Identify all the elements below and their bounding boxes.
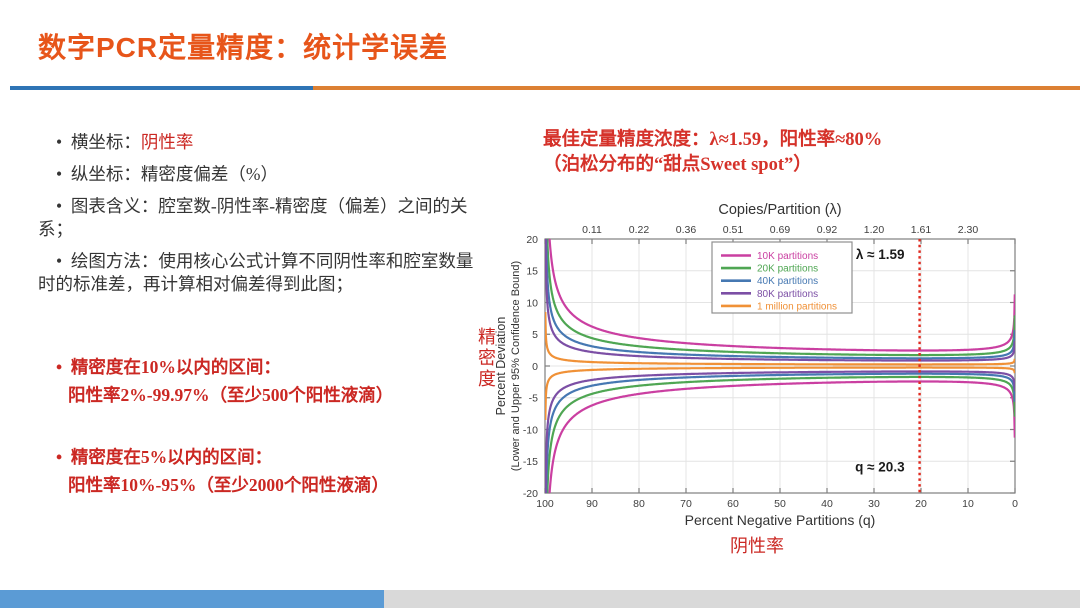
svg-text:0.92: 0.92 [817, 224, 838, 236]
svg-text:5: 5 [532, 329, 538, 341]
y-axis-title-line2: (Lower and Upper 95% Confidence Bound) [510, 261, 522, 471]
tick-labels: 100 90 80 70 60 50 40 30 20 10 020151050-5-10-15-2… [523, 224, 1018, 510]
bullet-x-axis-label: 横坐标： [70, 132, 141, 152]
svg-text:20: 20 [915, 498, 927, 510]
svg-text:-5: -5 [529, 393, 538, 405]
svg-text:0.36: 0.36 [676, 224, 697, 236]
svg-text:50: 50 [774, 498, 786, 510]
title-underline-orange [313, 86, 1080, 90]
slide-title: 数字PCR定量精度：统计学误差 [38, 32, 449, 63]
curve-lower-10000 [548, 380, 1015, 493]
svg-text:10: 10 [526, 297, 538, 309]
precision-5pct-body: 阳性率10%-95%（至少2000个阳性液滴） [68, 475, 389, 495]
legend-label-20000: 20K partitions [757, 264, 818, 275]
annotation-q: q ≈ 20.3 [855, 460, 905, 475]
x-axis-chinese-label: 阴性率 [730, 536, 784, 556]
svg-text:10: 10 [962, 498, 974, 510]
bullet-x-axis-highlight: 阴性率 [140, 132, 194, 152]
curve-series [545, 239, 1015, 493]
bullet-y-axis: 纵坐标：精密度偏差（%） [38, 163, 484, 186]
svg-text:0.69: 0.69 [770, 224, 791, 236]
legend-label-40000: 40K partitions [757, 276, 818, 287]
annotation-lambda: λ ≈ 1.59 [856, 247, 905, 262]
svg-text:-15: -15 [523, 456, 538, 468]
svg-text:80: 80 [633, 498, 645, 510]
legend-label-1000000: 1 million partitions [757, 301, 837, 312]
sweet-spot-note: 最佳定量精度浓度：λ≈1.59，阳性率≈80% （泊松分布的“甜点Sweet s… [543, 128, 1073, 178]
sweet-spot-note-line1: 最佳定量精度浓度：λ≈1.59，阳性率≈80% [543, 130, 883, 150]
precision-10pct-body: 阳性率2%-99.97%（至少500个阳性液滴） [68, 385, 394, 405]
curve-upper-20000 [546, 239, 1015, 357]
svg-text:40: 40 [821, 498, 833, 510]
footer-bar-blue [0, 590, 384, 608]
curve-lower-20000 [546, 375, 1015, 493]
curve-lower-80000 [545, 370, 1015, 493]
svg-text:0.11: 0.11 [582, 224, 602, 236]
curve-lower-1000000 [545, 366, 1015, 421]
svg-text:70: 70 [680, 498, 692, 510]
svg-text:100: 100 [536, 498, 554, 510]
bullet-chart-meaning: 图表含义：腔室数-阴性率-精密度（偏差）之间的关系； [38, 195, 484, 241]
bullet-list: 横坐标：阴性率 纵坐标：精密度偏差（%） 图表含义：腔室数-阴性率-精密度（偏差… [38, 131, 484, 305]
confidence-bound-chart: 100 90 80 70 60 50 40 30 20 10 020151050-5-10-15-2… [494, 202, 1018, 528]
legend-label-10000: 10K partitions [757, 251, 818, 262]
svg-text:-20: -20 [523, 488, 538, 500]
top-axis-title: Copies/Partition (λ) [718, 202, 841, 218]
svg-text:0.22: 0.22 [629, 224, 650, 236]
title-underline-blue [10, 86, 313, 90]
svg-text:90: 90 [586, 498, 598, 510]
bullet-plot-method: 绘图方法：使用核心公式计算不同阴性率和腔室数量时的标准差，再计算相对偏差得到此图… [38, 250, 484, 296]
curve-upper-10000 [548, 239, 1015, 352]
curve-upper-40000 [545, 239, 1015, 360]
svg-text:0.51: 0.51 [723, 224, 744, 236]
svg-text:20: 20 [526, 234, 538, 246]
svg-text:30: 30 [868, 498, 880, 510]
svg-text:0: 0 [532, 361, 538, 373]
svg-text:0: 0 [1012, 498, 1018, 510]
precision-10pct-head: 精密度在10%以内的区间： [38, 354, 462, 380]
svg-text:15: 15 [526, 266, 538, 278]
y-axis-title-line1: Percent Deviation [494, 317, 508, 416]
svg-text:2.30: 2.30 [958, 224, 979, 236]
sweet-spot-note-line2: （泊松分布的“甜点Sweet spot”） [543, 155, 812, 175]
svg-text:60: 60 [727, 498, 739, 510]
svg-text:1.61: 1.61 [911, 224, 932, 236]
precision-ranges: 精密度在10%以内的区间： 阳性率2%-99.97%（至少500个阳性液滴） 精… [38, 354, 462, 498]
legend-label-80000: 80K partitions [757, 289, 818, 300]
x-axis-title: Percent Negative Partitions (q) [685, 512, 876, 528]
svg-text:1.20: 1.20 [864, 224, 885, 236]
footer-bar-gray [384, 590, 1080, 608]
precision-5pct-head: 精密度在5%以内的区间： [38, 444, 462, 470]
y-axis-chinese-label: 精密度 [476, 327, 496, 390]
curve-upper-80000 [545, 239, 1015, 362]
curve-upper-1000000 [545, 311, 1015, 366]
bullet-x-axis: 横坐标：阴性率 [38, 131, 484, 154]
svg-text:-10: -10 [523, 424, 538, 436]
curve-lower-40000 [545, 372, 1015, 493]
